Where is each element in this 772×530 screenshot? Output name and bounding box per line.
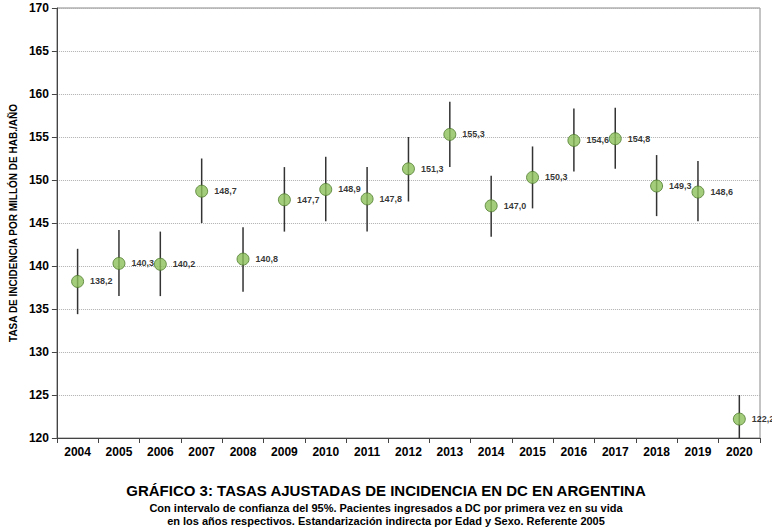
- svg-text:150: 150: [29, 173, 49, 187]
- svg-text:130: 130: [29, 345, 49, 359]
- svg-text:2018: 2018: [643, 445, 670, 459]
- svg-text:en los años respectivos. Estan: en los años respectivos. Estandarización…: [167, 515, 605, 527]
- svg-text:148,9: 148,9: [338, 184, 361, 194]
- svg-text:2008: 2008: [230, 445, 257, 459]
- svg-text:2015: 2015: [519, 445, 546, 459]
- svg-text:151,3: 151,3: [421, 164, 444, 174]
- svg-text:150,3: 150,3: [545, 172, 568, 182]
- svg-text:170: 170: [29, 1, 49, 15]
- svg-text:160: 160: [29, 87, 49, 101]
- svg-text:2020: 2020: [726, 445, 753, 459]
- svg-text:149,3: 149,3: [669, 181, 692, 191]
- svg-text:138,2: 138,2: [90, 276, 113, 286]
- svg-text:2007: 2007: [188, 445, 215, 459]
- svg-text:147,8: 147,8: [380, 194, 403, 204]
- svg-text:2005: 2005: [106, 445, 133, 459]
- svg-text:148,6: 148,6: [710, 187, 733, 197]
- svg-text:140,2: 140,2: [173, 259, 196, 269]
- svg-text:147,0: 147,0: [504, 201, 527, 211]
- svg-text:2017: 2017: [602, 445, 629, 459]
- svg-text:140: 140: [29, 259, 49, 273]
- svg-text:154,6: 154,6: [586, 135, 609, 145]
- svg-text:2006: 2006: [147, 445, 174, 459]
- svg-text:2014: 2014: [478, 445, 505, 459]
- svg-text:120: 120: [29, 431, 49, 445]
- svg-text:2004: 2004: [64, 445, 91, 459]
- svg-text:125: 125: [29, 388, 49, 402]
- svg-text:145: 145: [29, 216, 49, 230]
- svg-text:2010: 2010: [312, 445, 339, 459]
- svg-text:154,8: 154,8: [628, 134, 651, 144]
- svg-text:2009: 2009: [271, 445, 298, 459]
- svg-text:2019: 2019: [685, 445, 712, 459]
- svg-text:155,3: 155,3: [462, 129, 485, 139]
- svg-text:GRÁFICO 3: TASAS AJUSTADAS DE: GRÁFICO 3: TASAS AJUSTADAS DE INCIDENCIA…: [126, 482, 646, 499]
- svg-text:Con intervalo de confianza del: Con intervalo de confianza del 95%. Paci…: [149, 502, 623, 514]
- svg-text:2013: 2013: [436, 445, 463, 459]
- svg-text:148,7: 148,7: [214, 186, 237, 196]
- svg-text:140,8: 140,8: [256, 254, 279, 264]
- svg-text:140,3: 140,3: [131, 258, 154, 268]
- svg-text:2011: 2011: [354, 445, 380, 459]
- svg-text:122,2: 122,2: [752, 414, 772, 424]
- svg-text:TASA DE INCIDENCIA POR MILLÓN: TASA DE INCIDENCIA POR MILLÓN DE HAB./AÑ…: [7, 104, 19, 342]
- svg-text:155: 155: [29, 130, 49, 144]
- svg-text:135: 135: [29, 302, 49, 316]
- svg-text:2012: 2012: [395, 445, 422, 459]
- svg-text:147,7: 147,7: [297, 195, 320, 205]
- svg-text:2016: 2016: [561, 445, 588, 459]
- svg-text:165: 165: [29, 44, 49, 58]
